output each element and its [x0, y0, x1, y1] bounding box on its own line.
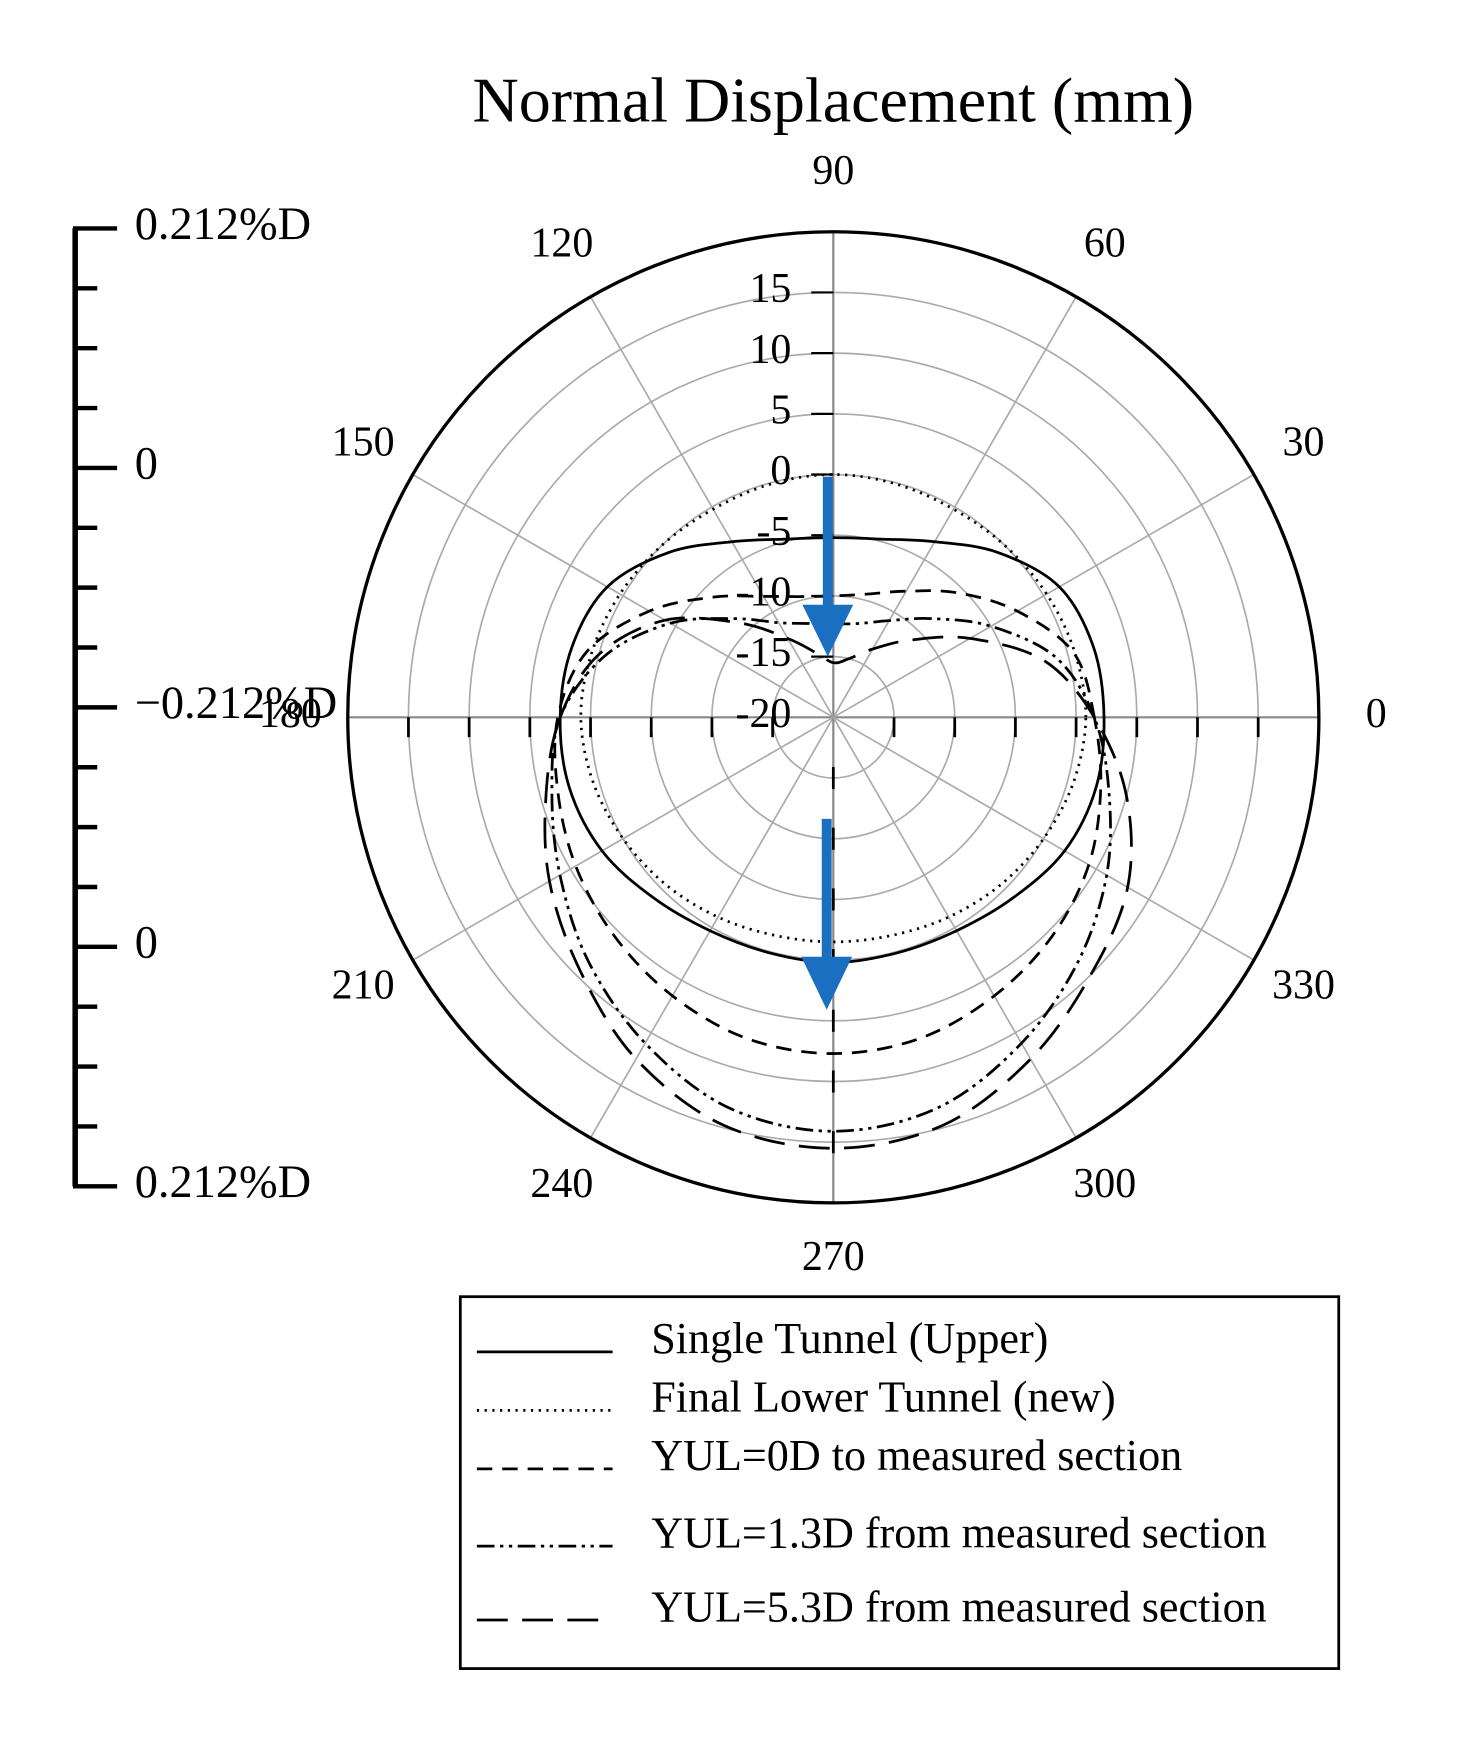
grid-spoke	[832, 716, 1077, 1139]
series-line	[543, 616, 1133, 1150]
series-line	[558, 536, 1106, 964]
grid-spoke	[589, 296, 835, 718]
theta-tick-label: 240	[530, 1161, 593, 1207]
theta-tick-label: 270	[802, 1234, 865, 1280]
scale-label: 0.212%D	[135, 1157, 311, 1208]
series-line	[550, 617, 1112, 1133]
theta-tick-label: 300	[1073, 1161, 1136, 1207]
legend-label: YUL=5.3D from measured section	[651, 1582, 1267, 1631]
chart-title: Normal Displacement (mm)	[473, 65, 1195, 136]
legend-label: YUL=1.3D from measured section	[651, 1508, 1267, 1557]
grid-spoke	[412, 716, 834, 961]
legend-label: Final Lower Tunnel (new)	[651, 1373, 1116, 1422]
theta-tick-label: 330	[1272, 962, 1335, 1008]
grid-spoke	[832, 716, 1255, 961]
legend: Single Tunnel (Upper) Final Lower Tunnel …	[476, 1314, 1267, 1631]
arrow-head	[801, 956, 853, 1010]
theta-tick-label: 30	[1283, 419, 1325, 465]
legend-box	[458, 1295, 1341, 1670]
outer-circle	[346, 230, 1321, 1205]
grid-spoke	[832, 473, 1255, 719]
scale-label: −0.212%D	[135, 678, 337, 729]
side-scale: 0.212%D 0 −0.212%D 0 0.212%D	[72, 199, 337, 1208]
grid-spoke	[832, 296, 1077, 718]
r-tick-label: 5	[770, 387, 791, 433]
r-tick-label: -5	[756, 509, 791, 555]
polar-plot: 0306090120150180210240270300330-20-15-10…	[259, 148, 1387, 1280]
legend-label: YUL=0D to measured section	[651, 1431, 1182, 1480]
grid-spoke	[412, 473, 834, 719]
theta-tick-label: 120	[530, 221, 593, 267]
scale-label: 0	[135, 439, 158, 490]
grid-spoke	[589, 716, 835, 1139]
theta-tick-label: 210	[332, 962, 395, 1008]
theta-tick-label: 90	[812, 148, 854, 194]
r-tick-label: -10	[735, 570, 791, 616]
series-line	[553, 589, 1103, 1055]
series-line	[579, 473, 1088, 944]
legend-label: Single Tunnel (Upper)	[651, 1314, 1048, 1363]
scale-label: 0	[135, 917, 158, 968]
r-tick-label: 15	[749, 266, 791, 312]
scale-label: 0.212%D	[135, 199, 311, 250]
r-tick-label: 0	[770, 448, 791, 494]
theta-tick-label: 180	[259, 691, 322, 737]
r-tick-label: 10	[749, 327, 791, 373]
theta-tick-label: 60	[1084, 221, 1126, 267]
r-tick-label: -20	[735, 691, 791, 737]
theta-tick-label: 150	[332, 419, 395, 465]
arrows	[801, 476, 854, 1010]
r-tick-label: -15	[735, 630, 791, 676]
theta-tick-label: 0	[1366, 691, 1387, 737]
arrow-head	[802, 604, 854, 657]
